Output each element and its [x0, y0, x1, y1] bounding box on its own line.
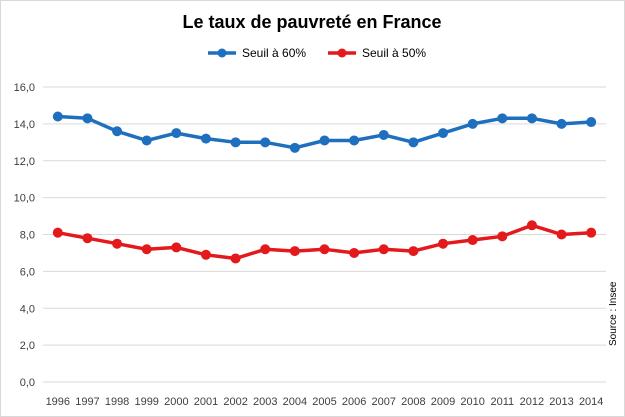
- data-point: [200, 133, 211, 144]
- data-point: [260, 244, 271, 255]
- data-point: [230, 253, 241, 264]
- data-point: [171, 128, 182, 139]
- x-tick-label: 1999: [134, 396, 158, 408]
- x-tick-label: 2002: [223, 396, 247, 408]
- y-tick-label: 0,0: [20, 377, 35, 389]
- x-tick-label: 2009: [431, 396, 455, 408]
- chart-title: Le taux de pauvreté en France: [182, 12, 441, 32]
- x-tick-label: 2001: [194, 396, 218, 408]
- data-point: [171, 242, 182, 253]
- x-tick-label: 2012: [520, 396, 544, 408]
- x-tick-label: 1997: [75, 396, 99, 408]
- data-point: [141, 244, 152, 255]
- data-point: [408, 137, 419, 148]
- x-tick-label: 1996: [46, 396, 70, 408]
- x-tick-label: 2000: [164, 396, 188, 408]
- y-tick-label: 16,0: [14, 82, 35, 94]
- data-point: [586, 227, 597, 238]
- data-point: [112, 126, 123, 137]
- data-point: [438, 128, 449, 139]
- data-point: [319, 135, 330, 146]
- x-tick-label: 2011: [490, 396, 514, 408]
- data-point: [467, 118, 478, 129]
- y-tick-label: 8,0: [20, 230, 35, 242]
- data-point: [349, 135, 360, 146]
- x-tick-label: 2003: [253, 396, 277, 408]
- legend-item: Seuil à 50%: [328, 46, 426, 60]
- data-point: [526, 220, 537, 231]
- data-point: [260, 137, 271, 148]
- data-point: [141, 135, 152, 146]
- data-point: [497, 113, 508, 124]
- x-tick-label: 1998: [105, 396, 129, 408]
- data-point: [586, 117, 597, 128]
- series-2: [52, 220, 597, 264]
- data-point: [438, 238, 449, 249]
- data-point: [378, 129, 389, 140]
- gridlines: [43, 86, 606, 383]
- source-note: Source : Insee: [608, 281, 619, 346]
- data-point: [200, 249, 211, 260]
- data-point: [82, 233, 93, 244]
- data-point: [230, 137, 241, 148]
- data-point: [289, 142, 300, 153]
- series-1: [52, 111, 597, 153]
- legend: Seuil à 60% Seuil à 50%: [208, 46, 426, 60]
- x-tick-label: 2004: [283, 396, 307, 408]
- y-tick-label: 14,0: [14, 119, 35, 131]
- y-tick-label: 12,0: [14, 156, 35, 168]
- data-point: [319, 244, 330, 255]
- data-point: [526, 113, 537, 124]
- data-point: [408, 246, 419, 257]
- legend-label: Seuil à 50%: [362, 46, 426, 60]
- y-axis: 0,0 2,0 4,0 6,0 8,0 10,0 12,0 14,0 16,0: [14, 82, 35, 389]
- data-point: [349, 247, 360, 258]
- data-point: [112, 238, 123, 249]
- x-tick-label: 2008: [401, 396, 425, 408]
- legend-item: Seuil à 60%: [208, 46, 306, 60]
- legend-label: Seuil à 60%: [242, 46, 306, 60]
- data-point: [82, 113, 93, 124]
- legend-marker: [217, 48, 227, 58]
- y-tick-label: 6,0: [20, 266, 35, 278]
- x-tick-label: 2014: [579, 396, 603, 408]
- data-point: [467, 235, 478, 246]
- y-tick-label: 2,0: [20, 340, 35, 352]
- data-point: [52, 227, 63, 238]
- data-point: [52, 111, 63, 122]
- data-point: [497, 231, 508, 242]
- x-tick-label: 2007: [372, 396, 396, 408]
- data-point: [378, 244, 389, 255]
- series-group: [52, 111, 597, 264]
- x-axis: 1996 1997 1998 1999 2000 2001 2002 2003 2004 2005…: [46, 396, 604, 408]
- data-point: [289, 246, 300, 257]
- y-tick-label: 10,0: [14, 193, 35, 205]
- legend-marker: [337, 48, 347, 58]
- x-tick-label: 2005: [312, 396, 336, 408]
- y-tick-label: 4,0: [20, 303, 35, 315]
- x-tick-label: 2013: [549, 396, 573, 408]
- x-tick-label: 2006: [342, 396, 366, 408]
- data-point: [556, 118, 567, 129]
- data-point: [556, 229, 567, 240]
- x-tick-label: 2010: [460, 396, 484, 408]
